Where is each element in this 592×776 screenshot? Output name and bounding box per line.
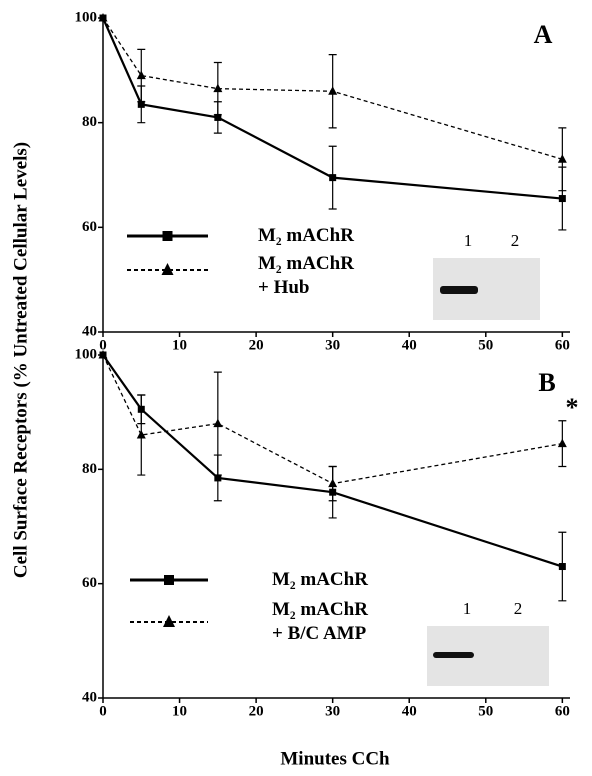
legend-marker xyxy=(163,231,173,241)
lane-label: 1 xyxy=(463,599,472,618)
x-tick-label: 30 xyxy=(325,703,340,719)
lane-label: 2 xyxy=(514,599,523,618)
x-tick-label: 50 xyxy=(478,703,493,719)
legend-marker xyxy=(164,575,174,585)
x-tick-label: 20 xyxy=(249,703,264,719)
y-tick-label: 40 xyxy=(82,689,97,705)
x-tick-label: 20 xyxy=(249,337,264,353)
annotation: A xyxy=(534,20,553,49)
x-axis-label: Minutes CCh xyxy=(280,748,390,769)
lane-label: 1 xyxy=(464,231,473,250)
y-tick-label: 80 xyxy=(82,114,97,130)
x-tick-label: 10 xyxy=(172,703,187,719)
marker xyxy=(328,86,337,95)
marker xyxy=(559,195,566,202)
x-tick-label: 40 xyxy=(402,703,417,719)
y-tick-label: 100 xyxy=(75,346,98,362)
legend-label: M₂ mAChR + B/C AMP xyxy=(272,598,368,646)
marker xyxy=(558,439,567,448)
series-line xyxy=(103,355,562,567)
legend-label: M₂ mAChR xyxy=(272,568,368,592)
annotation: B xyxy=(538,368,555,397)
x-tick-label: 10 xyxy=(172,337,187,353)
series-line xyxy=(103,355,562,484)
figure: Cell Surface Receptors (% Untreated Cell… xyxy=(0,0,592,776)
x-tick-label: 60 xyxy=(555,703,570,719)
marker xyxy=(329,174,336,181)
x-tick-label: 50 xyxy=(478,337,493,353)
y-axis-label: Cell Surface Receptors (% Untreated Cell… xyxy=(10,142,31,578)
x-tick-label: 40 xyxy=(402,337,417,353)
legend-label: M₂ mAChR xyxy=(258,224,354,248)
x-tick-label: 30 xyxy=(325,337,340,353)
marker xyxy=(559,563,566,570)
legend-label: M₂ mAChR + Hub xyxy=(258,252,354,300)
y-tick-label: 60 xyxy=(82,575,97,591)
x-tick-label: 60 xyxy=(555,337,570,353)
blot-band xyxy=(433,652,474,658)
y-tick-label: 80 xyxy=(82,461,97,477)
y-tick-label: 60 xyxy=(82,219,97,235)
y-tick-label: 40 xyxy=(82,323,97,339)
y-tick-label: 100 xyxy=(75,9,98,25)
blot-band xyxy=(440,286,478,294)
chart: Cell Surface Receptors (% Untreated Cell… xyxy=(0,0,592,776)
marker xyxy=(328,479,337,488)
marker xyxy=(213,419,222,428)
annotation: * xyxy=(566,393,579,422)
lane-label: 2 xyxy=(511,231,520,250)
x-tick-label: 0 xyxy=(99,703,107,719)
